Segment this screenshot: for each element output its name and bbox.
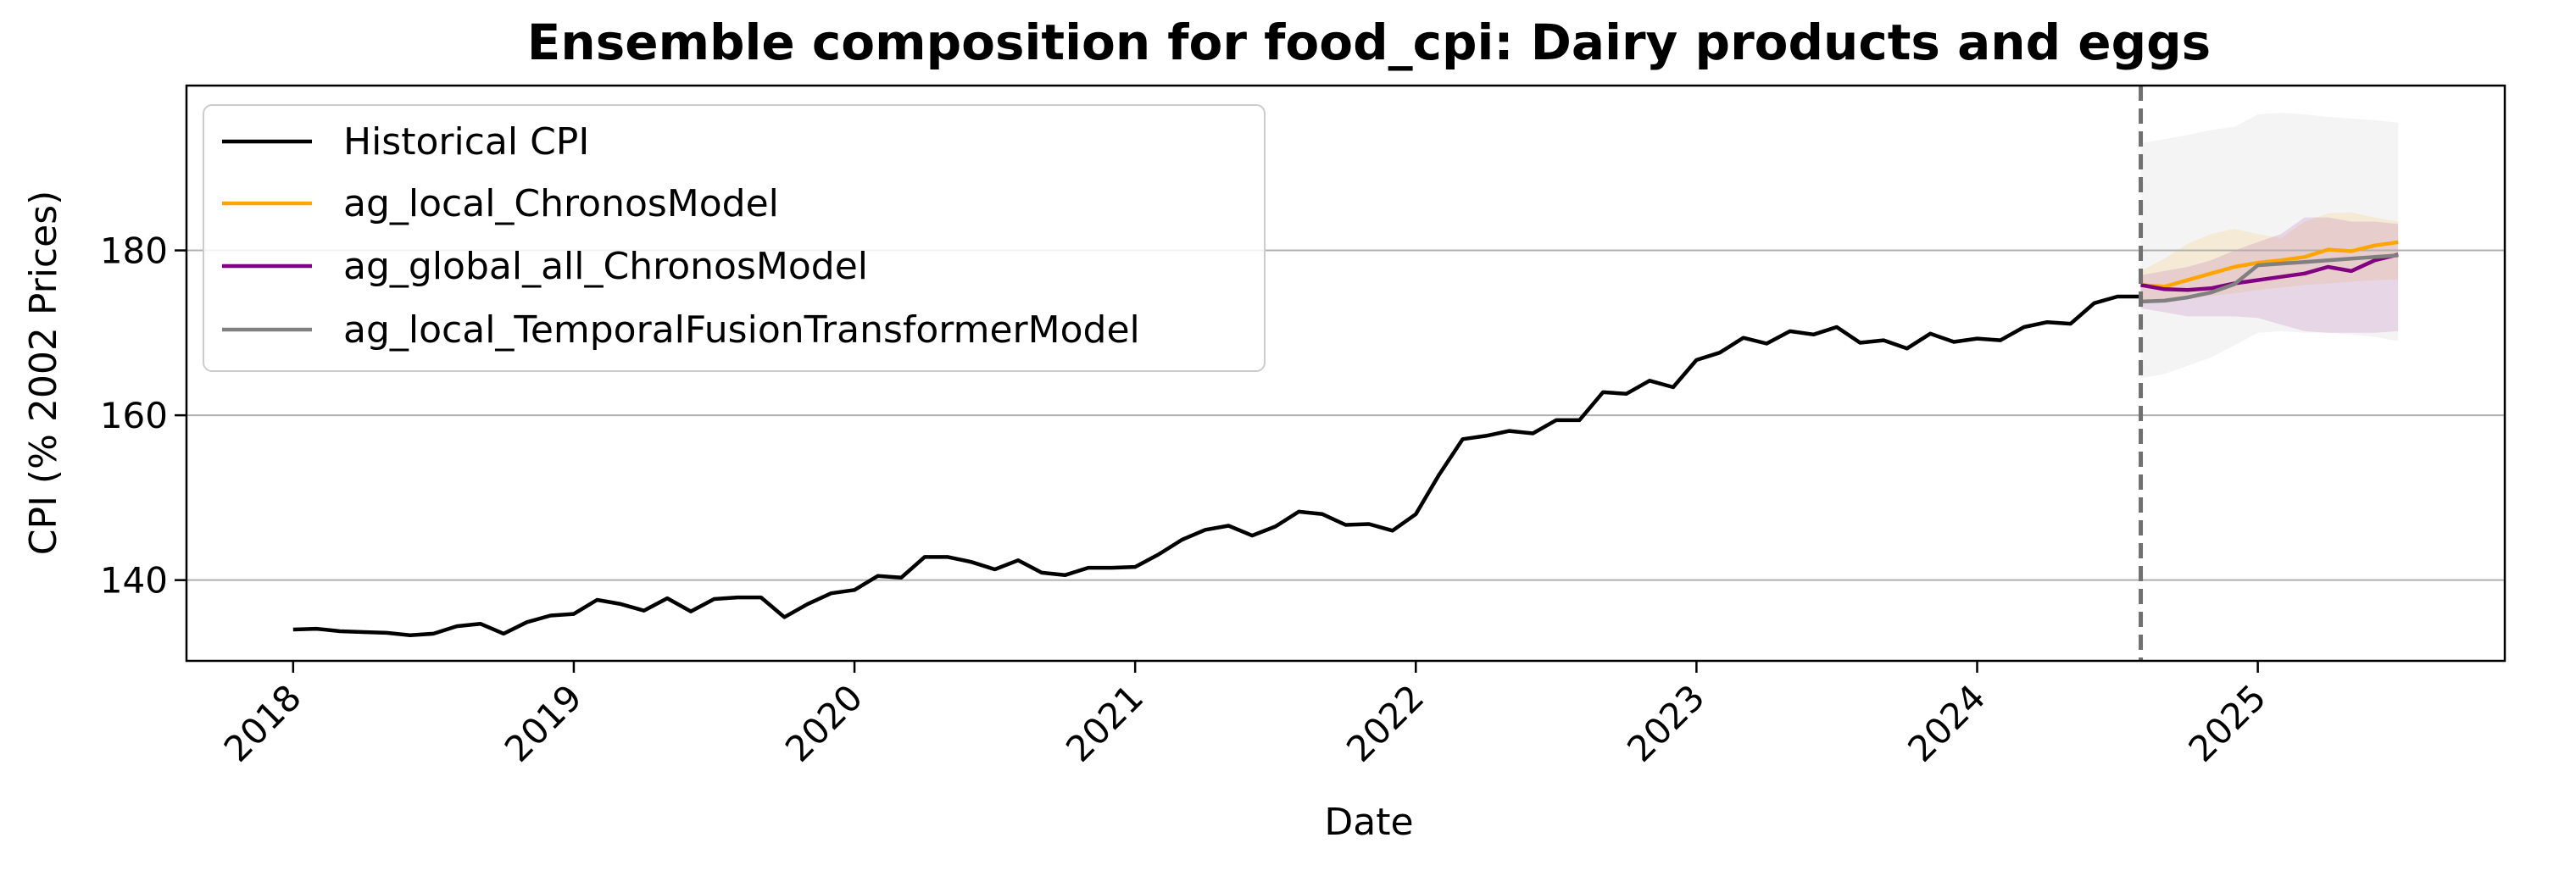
legend-label-historical: Historical CPI	[343, 120, 589, 164]
line-ag-local-chronosmodel	[2140, 240, 2399, 289]
line-historical-cpi	[292, 294, 2141, 638]
y-axis-label: CPI (% 2002 Prices)	[22, 191, 65, 556]
legend-label-local-chronos: ag_local_ChronosModel	[343, 182, 779, 225]
x-axis-label: Date	[1324, 801, 1413, 844]
chart-title: Ensemble composition for food_cpi: Dairy…	[527, 14, 2211, 71]
y-tick-label: 180	[100, 230, 168, 272]
line-ag-global-all-chronosmodel	[2140, 252, 2399, 292]
legend-box	[203, 104, 1266, 372]
legend: Historical CPI ag_local_ChronosModel ag_…	[203, 104, 1266, 372]
band-ag-local-chronosmodel	[2140, 212, 2399, 304]
forecast-bands	[2140, 113, 2399, 379]
legend-label-tft: ag_local_TemporalFusionTransformerModel	[343, 308, 1140, 352]
band-ag-local-temporalfusiontransformermodel	[2140, 113, 2399, 379]
plot-frame	[185, 84, 2506, 663]
y-axis-ticks: 140 160 180	[100, 230, 186, 602]
line-ag-local-temporalfusiontransformermodel	[2140, 253, 2399, 304]
band-ag-global-all-chronosmodel	[2140, 217, 2399, 333]
y-tick-label: 160	[100, 395, 168, 436]
series-lines	[292, 240, 2399, 638]
legend-label-global-chronos: ag_global_all_ChronosModel	[343, 245, 868, 288]
y-tick-label: 140	[100, 560, 168, 602]
